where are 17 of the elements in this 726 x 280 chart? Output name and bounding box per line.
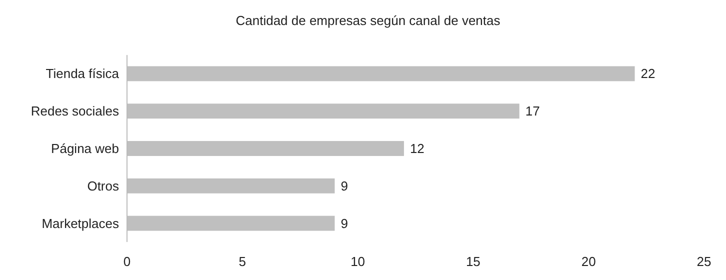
y-tick-label: Redes sociales (30, 104, 120, 119)
chart-title: Cantidad de empresas según canal de ventas (236, 13, 501, 28)
data-label: 12 (410, 141, 424, 156)
x-tick-label: 25 (696, 254, 712, 269)
data-label: 22 (640, 66, 656, 82)
y-tick-label: Otros (87, 178, 120, 194)
data-label: 9 (340, 216, 348, 231)
x-tick-label: 15 (466, 254, 480, 269)
x-tick-label: 10 (350, 254, 366, 269)
x-tick-label: 20 (581, 254, 596, 269)
y-tick-label: Página web (51, 141, 119, 156)
data-label: 17 (525, 104, 540, 119)
data-label: 9 (340, 178, 348, 194)
y-tick-label: Tienda física (46, 66, 120, 82)
x-tick-label: 0 (123, 254, 131, 269)
x-tick-label: 5 (238, 254, 246, 269)
y-tick-label: Marketplaces (42, 216, 120, 231)
